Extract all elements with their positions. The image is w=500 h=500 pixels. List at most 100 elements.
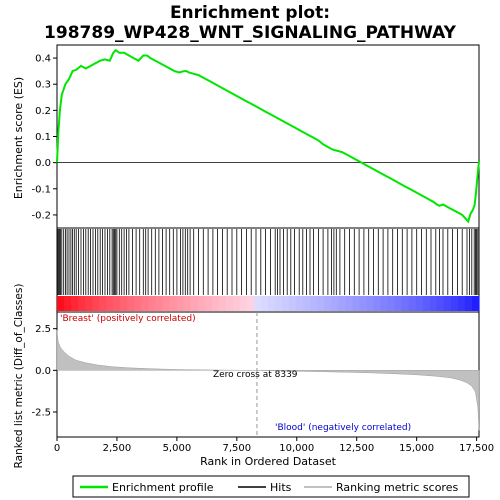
- color-bar-segment: [422, 296, 431, 311]
- x-tick-label: 5,000: [163, 443, 192, 454]
- chart-title-line2: 198789_WP428_WNT_SIGNALING_PATHWAY: [44, 23, 457, 43]
- color-bar-segment: [471, 296, 480, 311]
- color-bar-segment: [289, 296, 297, 311]
- hits-panel: [56, 227, 480, 313]
- color-bar-segment: [225, 296, 234, 311]
- color-bar-segment: [99, 296, 107, 311]
- metric-y-ticks: -2.5 0.0 2.5: [31, 324, 57, 419]
- color-bar-segment: [464, 296, 473, 311]
- metric-panel: -2.5 0.0 2.5 'Breast' (positively correlat…: [13, 284, 480, 469]
- es-y-tick-label: 0.2: [35, 106, 51, 117]
- color-bar-segment: [127, 296, 135, 311]
- color-bar-segment: [310, 296, 318, 311]
- es-y-axis-label: Enrichment score (ES): [12, 77, 25, 199]
- color-bar-segment: [408, 296, 417, 311]
- color-bar-segment: [373, 296, 382, 311]
- color-bar-segment: [275, 296, 283, 311]
- color-bar-segment: [443, 296, 452, 311]
- color-bar-segment: [92, 296, 100, 311]
- color-bar-segment: [282, 296, 290, 311]
- color-bar-segment: [253, 296, 262, 311]
- x-tick-label: 17,500: [459, 443, 494, 454]
- legend-label-enrichment: Enrichment profile: [112, 481, 214, 494]
- color-bar-segment: [162, 296, 171, 311]
- color-bar-segment: [204, 296, 213, 311]
- color-bar-segment: [415, 296, 424, 311]
- color-bar-segment: [232, 296, 241, 311]
- color-bar-segment: [134, 296, 142, 311]
- color-bar-segment: [260, 296, 269, 311]
- color-bar-segment: [218, 296, 227, 311]
- color-bar-segment: [345, 296, 353, 311]
- x-tick-label: 2,500: [103, 443, 132, 454]
- color-bar-segment: [366, 296, 375, 311]
- color-bar-segment: [387, 296, 396, 311]
- positive-class-label: 'Breast' (positively correlated): [60, 314, 196, 324]
- color-bar-segment: [246, 296, 255, 311]
- metric-y-axis-label: Ranked list metric (Diff_of_Classes): [13, 284, 25, 469]
- color-bar-segment: [317, 296, 325, 311]
- legend-label-hits: Hits: [270, 481, 292, 494]
- legend: Enrichment profile Hits Ranking metric s…: [72, 475, 470, 498]
- metric-y-tick-label: -2.5: [31, 408, 51, 419]
- x-tick-label: 15,000: [399, 443, 434, 454]
- enrichment-profile-line: [56, 48, 480, 224]
- x-axis-label: Rank in Ordered Dataset: [200, 455, 337, 468]
- color-bar-segment: [296, 296, 304, 311]
- color-bar-segment: [401, 296, 410, 311]
- color-bar-segment: [78, 296, 86, 311]
- negative-class-label: 'Blood' (negatively correlated): [275, 423, 411, 433]
- zero-cross-label: Zero cross at 8339: [213, 370, 298, 380]
- color-bar-segment: [169, 296, 178, 311]
- color-bar-segment: [436, 296, 445, 311]
- chart-title-line1: Enrichment plot:: [170, 3, 330, 23]
- es-y-tick-label: 0.3: [35, 80, 51, 91]
- color-bar-segment: [190, 296, 199, 311]
- color-bar-segment: [197, 296, 206, 311]
- legend-label-ranking: Ranking metric scores: [336, 481, 458, 494]
- es-y-tick-label: 0.1: [35, 132, 51, 143]
- color-bar-segment: [64, 296, 72, 311]
- es-panel-frame: [56, 44, 480, 229]
- color-bar-segment: [338, 296, 346, 311]
- es-panel: -0.2 -0.1 0.0 0.1 0.2 0.3 0.4 Enrichment score…: [12, 44, 480, 229]
- legend-frame: [72, 475, 470, 498]
- rank-color-bar: [57, 296, 480, 311]
- x-tick-label: 7,500: [223, 443, 252, 454]
- es-y-ticks: -0.2 -0.1 0.0 0.1 0.2 0.3 0.4: [31, 54, 57, 221]
- color-bar-segment: [331, 296, 339, 311]
- x-ticks: 0 2,500 5,000 7,500 10,000 12,500 15,000 17,500: [54, 437, 494, 454]
- es-y-tick-label: 0.0: [35, 158, 51, 169]
- color-bar-segment: [57, 296, 65, 311]
- es-y-tick-label: -0.1: [31, 184, 51, 195]
- metric-y-tick-label: 2.5: [35, 324, 51, 335]
- color-bar-segment: [85, 296, 93, 311]
- color-bar-segment: [394, 296, 403, 311]
- color-bar-segment: [113, 296, 121, 311]
- color-bar-segment: [303, 296, 311, 311]
- color-bar-segment: [457, 296, 466, 311]
- color-bar-segment: [176, 296, 185, 311]
- es-y-tick-label: -0.2: [31, 210, 51, 221]
- color-bar-segment: [324, 296, 332, 311]
- color-bar-segment: [211, 296, 220, 311]
- color-bar-segment: [155, 296, 164, 311]
- color-bar-segment: [450, 296, 459, 311]
- ranking-metric-area: [56, 330, 480, 431]
- color-bar-segment: [380, 296, 389, 311]
- color-bar-segment: [148, 296, 157, 311]
- color-bar-segment: [183, 296, 192, 311]
- color-bar-segment: [352, 296, 361, 311]
- color-bar-segment: [71, 296, 79, 311]
- metric-y-tick-label: 0.0: [35, 366, 51, 377]
- color-bar-segment: [359, 296, 368, 311]
- color-bar-segment: [429, 296, 438, 311]
- x-tick-label: 12,500: [339, 443, 374, 454]
- color-bar-segment: [239, 296, 248, 311]
- color-bar-segment: [268, 296, 276, 311]
- es-y-tick-label: 0.4: [35, 54, 51, 65]
- color-bar-segment: [120, 296, 128, 311]
- color-bar-segment: [141, 296, 150, 311]
- color-bar-segment: [106, 296, 114, 311]
